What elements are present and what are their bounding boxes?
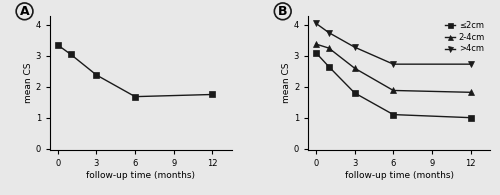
2-4cm [352,67,358,69]
≤2cm [352,92,358,94]
Y-axis label: mean CS: mean CS [282,63,291,103]
>4cm [352,46,358,48]
>4cm [313,22,319,25]
X-axis label: follow-up time (months): follow-up time (months) [86,171,196,180]
>4cm [390,63,396,65]
Line: ≤2cm: ≤2cm [313,50,474,121]
≤2cm [468,116,473,119]
Y-axis label: mean CS: mean CS [24,63,33,103]
Line: 2-4cm: 2-4cm [313,41,474,95]
2-4cm [468,91,473,93]
2-4cm [390,89,396,92]
≤2cm [313,51,319,54]
≤2cm [326,66,332,68]
X-axis label: follow-up time (months): follow-up time (months) [344,171,454,180]
>4cm [326,31,332,34]
Line: >4cm: >4cm [313,20,474,67]
Text: A: A [20,5,30,18]
2-4cm [313,43,319,45]
2-4cm [326,47,332,49]
>4cm [468,63,473,65]
Text: B: B [278,5,287,18]
Legend: ≤2cm, 2-4cm, >4cm: ≤2cm, 2-4cm, >4cm [444,20,486,54]
≤2cm [390,113,396,116]
